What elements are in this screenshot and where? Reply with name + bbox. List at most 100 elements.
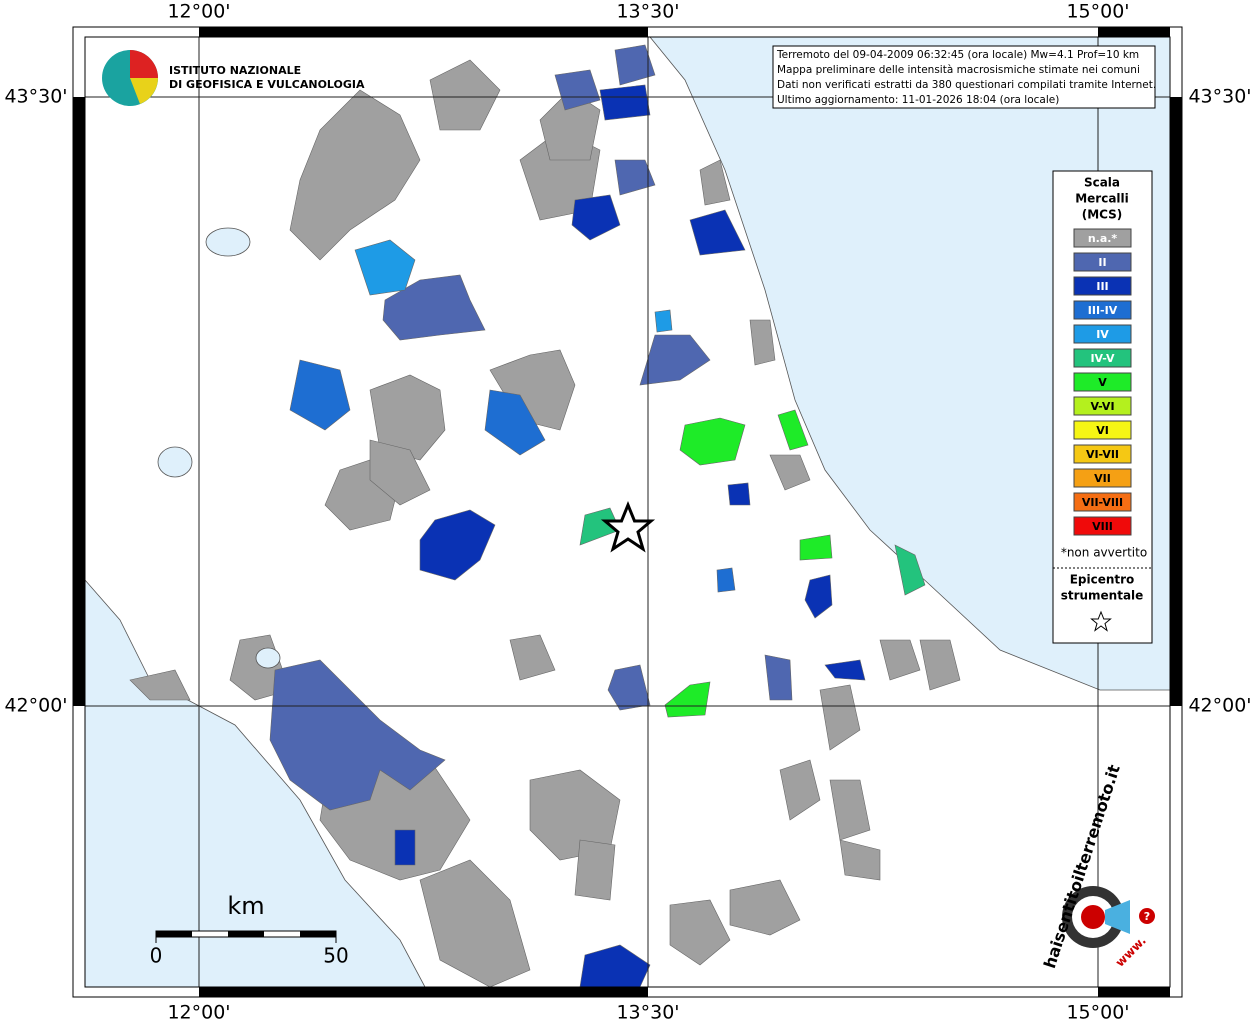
legend-swatch xyxy=(1073,444,1132,464)
municipality xyxy=(894,544,926,596)
scale-bar: km 0 50 xyxy=(150,892,349,968)
municipality xyxy=(829,779,871,841)
municipality xyxy=(769,454,811,491)
lat-label: 42°00' xyxy=(4,695,67,717)
legend-swatch xyxy=(1073,324,1132,344)
legend: Scala Mercalli (MCS) *non avvertito Epic… xyxy=(1052,170,1153,644)
municipality xyxy=(269,659,446,811)
municipality xyxy=(664,681,711,718)
lon-label: 15°00' xyxy=(1066,1,1129,23)
municipality xyxy=(554,69,601,111)
legend-swatch xyxy=(1073,396,1132,416)
municipality xyxy=(509,634,556,681)
municipality xyxy=(879,639,921,681)
legend-label: VII-VIII xyxy=(1082,496,1123,509)
legend-label: V-VI xyxy=(1090,400,1114,413)
municipality xyxy=(429,59,501,131)
badge-mark: ? xyxy=(1144,910,1150,923)
legend-title: (MCS) xyxy=(1082,208,1123,222)
info-line: Terremoto del 09-04-2009 06:32:45 (ora l… xyxy=(776,49,1139,61)
lake xyxy=(157,446,193,478)
logo-slice xyxy=(130,78,158,104)
lake xyxy=(255,647,281,669)
municipality xyxy=(689,209,746,256)
institute-logo: ISTITUTO NAZIONALE DI GEOFISICA E VULCAN… xyxy=(102,50,365,106)
municipality xyxy=(574,839,616,901)
municipality xyxy=(369,439,431,506)
epicenter-label: Epicentro xyxy=(1070,573,1135,587)
legend-label: III-IV xyxy=(1088,304,1118,317)
municipality xyxy=(579,944,651,988)
lat-label: 43°30' xyxy=(4,86,67,108)
legend-label: VI xyxy=(1096,424,1109,437)
legend-swatch xyxy=(1073,276,1132,296)
municipality xyxy=(699,159,731,206)
lon-labels: 12°00' 13°30' 15°00' 12°00' 13°30' 15°00… xyxy=(4,1,1251,1024)
municipality xyxy=(419,859,531,988)
lon-label: 12°00' xyxy=(167,1002,230,1024)
legend-label: IV-V xyxy=(1090,352,1115,365)
lon-label: 13°30' xyxy=(616,1002,679,1024)
legend-swatch xyxy=(1073,468,1132,488)
municipality xyxy=(819,684,861,751)
legend-swatch xyxy=(1073,252,1132,272)
legend-swatch xyxy=(1073,516,1132,536)
municipality xyxy=(729,879,801,936)
legend-swatch xyxy=(1073,420,1132,440)
municipality xyxy=(839,839,881,881)
municipality xyxy=(289,89,421,261)
municipality xyxy=(571,194,621,241)
municipality xyxy=(779,759,821,821)
municipality xyxy=(639,334,711,386)
legend-label: VIII xyxy=(1092,520,1113,533)
legend-label: V xyxy=(1098,376,1107,389)
info-line: Mappa preliminare delle intensità macros… xyxy=(777,64,1140,76)
legend-label: n.a.* xyxy=(1088,232,1118,245)
logo-slice xyxy=(130,50,158,78)
legend-swatch xyxy=(1073,492,1132,512)
lon-label: 12°00' xyxy=(167,1,230,23)
municipality xyxy=(669,899,731,966)
epicenter-label: strumentale xyxy=(1061,589,1144,603)
epicenter-symbol xyxy=(1090,610,1112,632)
institute-name: DI GEOFISICA E VULCANOLOGIA xyxy=(169,78,365,91)
municipality xyxy=(654,309,673,333)
institute-name: ISTITUTO NAZIONALE xyxy=(169,64,301,77)
municipality xyxy=(614,44,656,86)
municipality xyxy=(484,389,546,456)
municipality xyxy=(764,654,793,701)
epicenter xyxy=(600,501,656,553)
municipality xyxy=(727,482,751,506)
legend-label: VI-VII xyxy=(1086,448,1119,461)
municipality xyxy=(804,574,833,619)
info-box: Terremoto del 09-04-2009 06:32:45 (ora l… xyxy=(772,45,1156,109)
municipality xyxy=(419,509,496,581)
info-line: Dati non verificati estratti da 380 ques… xyxy=(777,79,1156,91)
municipality xyxy=(749,319,776,366)
municipality xyxy=(354,239,416,296)
municipality xyxy=(599,84,651,121)
municipalities xyxy=(129,44,961,988)
legend-swatch xyxy=(1073,348,1132,368)
lon-label: 13°30' xyxy=(616,1,679,23)
municipality xyxy=(799,534,833,561)
municipality xyxy=(394,829,416,866)
frame xyxy=(72,26,1183,998)
municipality xyxy=(716,567,736,593)
municipality xyxy=(607,664,651,711)
lat-label: 43°30' xyxy=(1188,86,1251,108)
municipality xyxy=(824,659,866,681)
municipality xyxy=(129,669,191,701)
scale-unit: km xyxy=(227,892,264,920)
municipality xyxy=(919,639,961,691)
legend-swatch xyxy=(1073,300,1132,320)
lon-label: 15°00' xyxy=(1066,1002,1129,1024)
scale-start: 0 xyxy=(150,944,163,968)
legend-label: IV xyxy=(1096,328,1109,341)
municipality xyxy=(289,359,351,431)
municipality xyxy=(382,274,486,341)
legend-label: II xyxy=(1098,256,1106,269)
legend-label: VII xyxy=(1094,472,1111,485)
